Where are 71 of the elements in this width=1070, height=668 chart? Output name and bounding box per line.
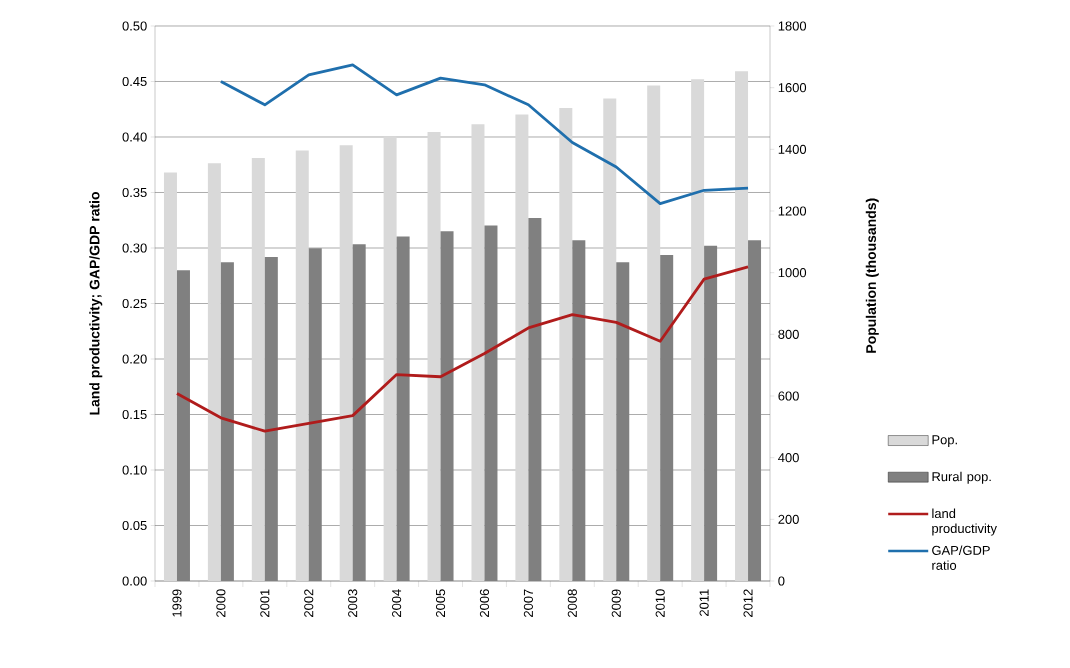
- y-tick-label: 0.05: [122, 520, 147, 531]
- line-series: [219, 63, 750, 205]
- x-tick-label: 2000: [216, 589, 226, 617]
- bar: [704, 245, 718, 581]
- bar: [339, 145, 353, 581]
- legend-label: GAP/GDP ratio: [932, 545, 990, 570]
- bar: [748, 240, 762, 581]
- bar: [383, 136, 397, 581]
- bar: [176, 270, 190, 581]
- y-tick-label: 0.25: [122, 298, 147, 309]
- bar: [308, 248, 322, 581]
- x-tick-label: 2009: [611, 589, 621, 617]
- bar: [484, 225, 498, 581]
- y-tick-label: 0.15: [122, 409, 147, 420]
- x-tick-label: 2005: [435, 589, 446, 617]
- x-tick-label: 2012: [743, 589, 753, 617]
- bar: [396, 236, 410, 581]
- x-tick-label: 2008: [567, 589, 577, 617]
- bar: [515, 114, 529, 581]
- bar: [163, 172, 177, 581]
- y-tick-label: 0.40: [122, 132, 147, 142]
- legend-label: Pop.: [932, 435, 957, 447]
- bar: [295, 150, 309, 581]
- legend-label: land productivity: [932, 508, 997, 536]
- y-tick-label: 0.50: [122, 21, 147, 31]
- y-tick-label: 0.00: [122, 576, 147, 586]
- bar: [251, 157, 265, 581]
- x-tick-label: 2003: [348, 589, 358, 617]
- bar: [528, 218, 542, 581]
- bar: [264, 256, 278, 581]
- x-tick-label: 2002: [304, 589, 314, 617]
- bar: [603, 98, 617, 581]
- y2-tick-label: 200: [778, 514, 799, 524]
- line-series: [175, 265, 750, 433]
- bar: [471, 124, 485, 581]
- y2-axis-title: Population (thousands): [865, 198, 879, 353]
- x-tick-label: 2011: [699, 589, 709, 616]
- legend-label: Rural pop.: [932, 471, 991, 484]
- x-tick-label: 2006: [479, 589, 490, 617]
- bar: [440, 231, 454, 581]
- x-tick-label: 2010: [655, 589, 665, 617]
- bar: [691, 79, 705, 581]
- y2-tick-label: 1400: [778, 144, 807, 154]
- y2-tick-label: 1800: [778, 21, 807, 31]
- bar: [220, 262, 234, 581]
- bar: [207, 163, 221, 581]
- bar: [616, 262, 630, 581]
- y2-tick-label: 1600: [778, 83, 807, 93]
- y-tick-label: 0.45: [122, 76, 147, 87]
- x-tick-label: 2001: [260, 589, 270, 617]
- y2-tick-label: 600: [778, 391, 799, 401]
- bar: [352, 244, 366, 581]
- y2-tick-label: 1200: [778, 206, 807, 216]
- bar: [735, 71, 749, 581]
- y-tick-label: 0.30: [122, 243, 147, 253]
- y2-tick-label: 800: [778, 329, 799, 339]
- y-tick-label: 0.35: [122, 187, 147, 198]
- y2-tick-label: 400: [778, 453, 799, 463]
- bar: [572, 240, 586, 581]
- y-tick-label: 0.20: [122, 354, 147, 364]
- bar: [427, 132, 441, 581]
- bar: [660, 255, 674, 581]
- bar: [647, 85, 661, 581]
- bar: [559, 108, 573, 581]
- y2-tick-label: 1000: [778, 268, 807, 278]
- x-tick-label: 1999: [172, 589, 182, 617]
- y-tick-label: 0.10: [122, 465, 147, 475]
- y-axis-title: Land productivity; GAP/GDP ratio: [89, 192, 103, 415]
- x-tick-label: 2004: [392, 589, 402, 617]
- x-tick-label: 2007: [523, 589, 533, 617]
- y2-tick-label: 0: [778, 576, 785, 586]
